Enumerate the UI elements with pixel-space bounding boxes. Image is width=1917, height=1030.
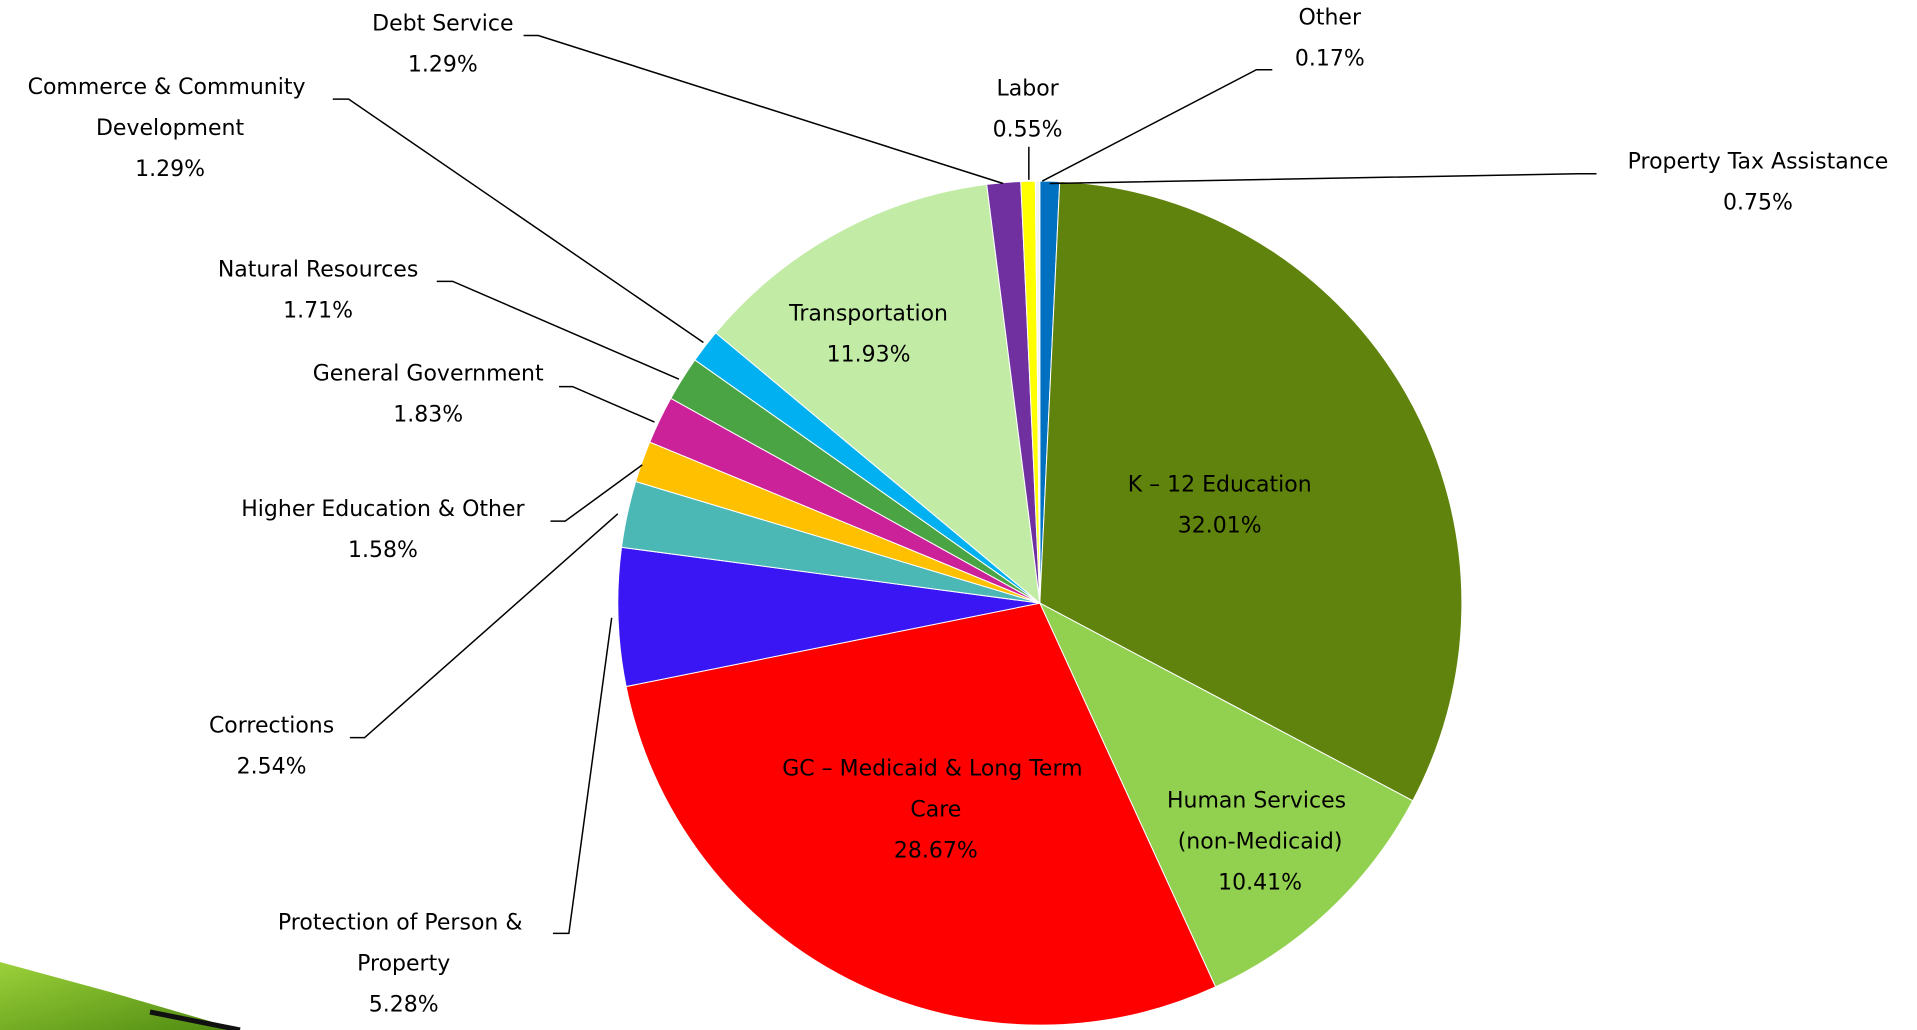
pie-slice <box>625 602 1217 1026</box>
leader-line <box>552 617 613 935</box>
leader-line <box>1049 172 1597 185</box>
slice-label: GC – Medicaid & Long Term Care <box>782 756 1089 822</box>
slice-value-label: 2.54% <box>237 755 307 780</box>
slice-value-label: 1.29% <box>408 52 478 77</box>
slice-label: Natural Resources <box>218 257 419 282</box>
leader-line <box>436 280 680 380</box>
slice-value-label: 28.67% <box>894 838 978 863</box>
slice-label: Protection of Person & Property <box>278 911 530 977</box>
slice-value-label: 11.93% <box>827 342 911 367</box>
slice-label: Commerce & Community Development <box>28 75 313 141</box>
slice-value-label: 1.71% <box>283 298 353 323</box>
decorative-swoosh-edge <box>149 1009 241 1030</box>
slice-label: Transportation <box>788 301 948 326</box>
slice-label: General Government <box>313 361 544 386</box>
slice-label: Human Services (non-Medicaid) <box>1167 788 1353 854</box>
pie <box>617 180 1463 1026</box>
leader-line <box>523 34 1004 185</box>
pie-slice <box>714 183 1041 605</box>
slice-label: Corrections <box>209 714 334 739</box>
slice-value-label: 0.55% <box>993 117 1063 142</box>
slice-value-label: 1.58% <box>348 538 418 563</box>
leader-line <box>550 464 643 522</box>
slice-label: Labor <box>997 76 1060 101</box>
slice-value-label: 5.28% <box>369 993 439 1018</box>
pie-slice <box>617 546 1040 688</box>
leader-line <box>332 98 704 344</box>
slice-label: Other <box>1299 5 1362 30</box>
pie-slice <box>1034 180 1041 604</box>
slice-label: Higher Education & Other <box>241 497 525 522</box>
slice-value-label: 10.41% <box>1218 870 1302 895</box>
pie-slice <box>1039 181 1463 802</box>
leader-line <box>349 513 619 739</box>
slice-value-label: 0.75% <box>1723 191 1793 216</box>
slice-label: Debt Service <box>372 11 513 36</box>
slice-label: K – 12 Education <box>1128 473 1312 498</box>
leader-line <box>559 385 655 423</box>
slice-value-label: 32.01% <box>1178 514 1262 539</box>
slice-value-label: 1.83% <box>393 402 463 427</box>
decorative-swoosh <box>0 962 240 1030</box>
slice-value-label: 0.17% <box>1295 46 1365 71</box>
labels: Property Tax Assistance 0.75% K – 12 Educa… <box>28 5 1889 1017</box>
slice-label: Property Tax Assistance <box>1628 150 1889 175</box>
leader-line <box>1041 68 1273 182</box>
slice-value-label: 1.29% <box>135 157 205 182</box>
pie-slice <box>1038 601 1414 988</box>
